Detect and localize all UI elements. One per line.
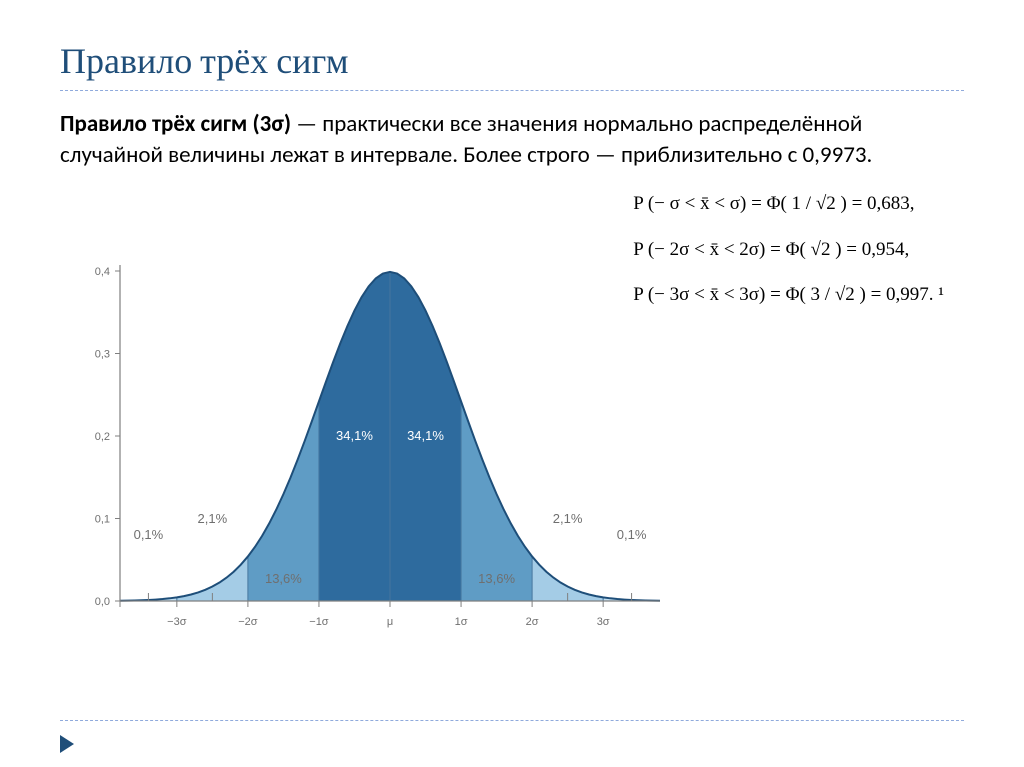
x-tick-label: −3σ — [167, 616, 187, 628]
x-tick-label: 2σ — [526, 616, 539, 628]
sigma-chart: 0,0 0,1 0,2 0,3 0,4 −3σ −2σ −1σ μ 1σ 2σ 3σ 0,1% 2,1% 1… — [60, 251, 680, 651]
region-percent-label: 2,1% — [553, 511, 583, 526]
content-area: P (− σ < x̄ < σ) = Φ( 1 / √2 ) = 0,683, … — [60, 181, 964, 661]
x-tick-label: 1σ — [455, 616, 468, 628]
lead-bold: Правило трёх сигм (3σ) — [60, 110, 291, 138]
title-divider — [60, 90, 964, 91]
formula-row: P (− σ < x̄ < σ) = Φ( 1 / √2 ) = 0,683, — [633, 181, 944, 227]
y-tick-label: 0,0 — [95, 596, 110, 608]
chart-svg: 0,0 0,1 0,2 0,3 0,4 −3σ −2σ −1σ μ 1σ 2σ 3σ 0,1% 2,1% 1… — [60, 251, 680, 651]
next-arrow-icon[interactable] — [60, 735, 74, 753]
x-tick-label: μ — [387, 616, 393, 628]
region-percent-label: 13,6% — [265, 571, 302, 586]
region-percent-label: 0,1% — [617, 527, 647, 542]
slide: Правило трёх сигм Правило трёх сигм (3σ)… — [0, 0, 1024, 681]
x-tick-label: −1σ — [309, 616, 329, 628]
y-tick-label: 0,3 — [95, 349, 110, 361]
region-percent-label: 0,1% — [134, 527, 164, 542]
body-paragraph: Правило трёх сигм (3σ) — практически все… — [60, 109, 964, 171]
region-percent-label: 34,1% — [336, 428, 373, 443]
x-tick-label: 3σ — [597, 616, 610, 628]
x-tick-label: −2σ — [238, 616, 258, 628]
footer-divider — [60, 720, 964, 721]
y-tick-label: 0,4 — [95, 266, 110, 278]
slide-title: Правило трёх сигм — [60, 40, 964, 82]
y-tick-label: 0,2 — [95, 431, 110, 443]
region-percent-label: 13,6% — [478, 571, 515, 586]
y-tick-label: 0,1 — [95, 514, 110, 526]
region-percent-label: 2,1% — [198, 511, 228, 526]
region-percent-label: 34,1% — [407, 428, 444, 443]
